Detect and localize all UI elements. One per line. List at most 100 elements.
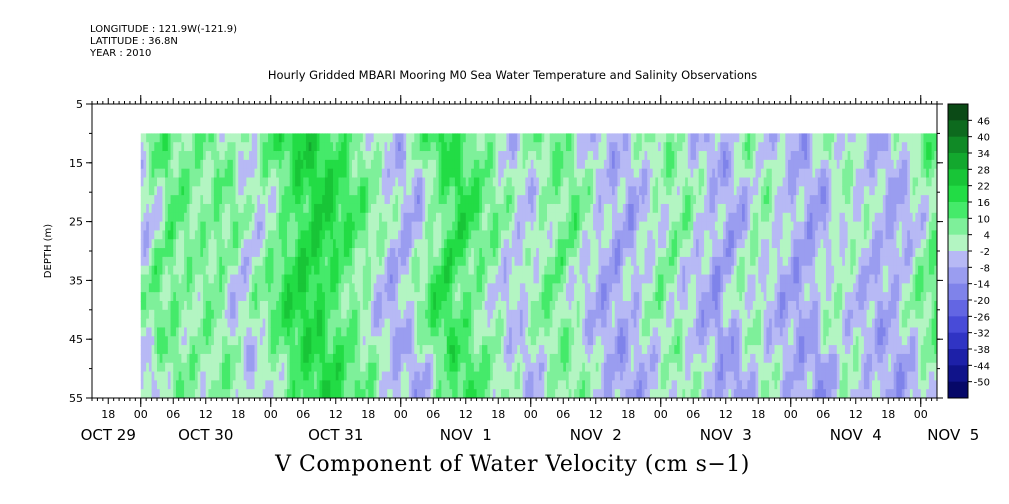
heatmap-cell [503,177,507,187]
heatmap-cell [441,133,445,143]
heatmap-cell [230,265,234,275]
heatmap-cell [511,195,515,205]
heatmap-cell [484,168,488,178]
heatmap-cell [311,380,315,390]
heatmap-cell [549,221,553,231]
heatmap-cell [503,221,507,231]
heatmap-cell [528,309,532,320]
heatmap-cell [170,362,174,372]
heatmap-cell [297,256,301,267]
heatmap-cell [341,256,345,267]
heatmap-cell [249,345,253,355]
heatmap-cell [422,168,426,178]
heatmap-cell [438,371,442,381]
heatmap-cell [240,248,245,258]
heatmap-cell [495,300,499,311]
heatmap-cell [528,353,532,364]
heatmap-cell [173,265,177,275]
heatmap-cell [444,389,448,399]
heatmap-cell [265,318,269,328]
heatmap-cell [335,362,339,372]
heatmap-cell [395,292,399,302]
heatmap-cell [216,159,220,170]
heatmap-cell [419,362,423,372]
heatmap-cell [379,265,383,275]
heatmap-cell [316,168,320,178]
heatmap-cell [219,133,223,143]
heatmap-cell [384,389,388,399]
heatmap-cell [482,151,486,161]
heatmap-cell [433,239,437,249]
heatmap-cell [289,283,293,293]
heatmap-cell [354,265,358,275]
heatmap-cell [479,309,483,320]
heatmap-cell [335,133,339,143]
heatmap-cell [341,248,345,258]
heatmap-cell [208,345,212,355]
heatmap-cell [276,230,280,240]
heatmap-cell [463,248,467,258]
heatmap-cell [387,292,391,302]
heatmap-cell [425,177,429,187]
heatmap-cell [490,248,494,258]
heatmap-cell [349,195,353,205]
heatmap-cell [154,353,158,364]
heatmap-cell [419,177,423,187]
heatmap-cell [419,345,423,355]
heatmap-cell [555,186,559,196]
heatmap-cell [381,151,385,161]
heatmap-cell [151,265,155,275]
heatmap-cell [276,133,280,143]
heatmap-cell [557,133,561,143]
heatmap-cell [300,300,304,311]
heatmap-cell [533,221,537,231]
heatmap-cell [300,248,304,258]
heatmap-cell [273,283,277,293]
heatmap-cell [427,292,431,302]
heatmap-cell [365,212,369,222]
heatmap-cell [278,212,282,222]
heatmap-cell [392,300,396,311]
heatmap-cell [438,318,442,328]
heatmap-cell [178,203,182,214]
heatmap-cell [463,159,467,170]
heatmap-cell [265,336,269,346]
heatmap-cell [192,345,196,355]
heatmap-cell [576,195,580,205]
heatmap-cell [175,203,180,214]
heatmap-cell [373,212,377,222]
heatmap-cell [479,142,483,152]
heatmap-cell [465,265,469,275]
heatmap-cell [254,327,258,337]
heatmap-cell [230,336,234,346]
heatmap-cell [343,133,347,143]
heatmap-cell [381,195,385,205]
heatmap-cell [457,248,461,258]
heatmap-cell [576,327,580,337]
heatmap-cell [227,256,231,267]
heatmap-cell [479,327,483,337]
heatmap-cell [433,186,437,196]
heatmap-cell [425,371,429,381]
heatmap-cell [387,133,391,143]
heatmap-cell [517,230,521,240]
heatmap-cell [146,327,150,337]
heatmap-cell [454,177,459,187]
heatmap-cell [452,274,456,284]
heatmap-cell [284,265,288,275]
heatmap-cell [555,212,559,222]
heatmap-cell [238,371,242,381]
heatmap-cell [408,230,412,240]
heatmap-cell [335,248,339,258]
heatmap-cell [167,142,171,152]
heatmap-cell [414,389,418,399]
heatmap-cell [473,265,477,275]
heatmap-cell [324,168,329,178]
heatmap-cell [530,195,534,205]
heatmap-cell [148,203,152,214]
heatmap-cell [519,248,524,258]
heatmap-cell [411,168,415,178]
heatmap-cell [555,177,559,187]
heatmap-cell [541,300,545,311]
heatmap-cell [500,159,505,170]
